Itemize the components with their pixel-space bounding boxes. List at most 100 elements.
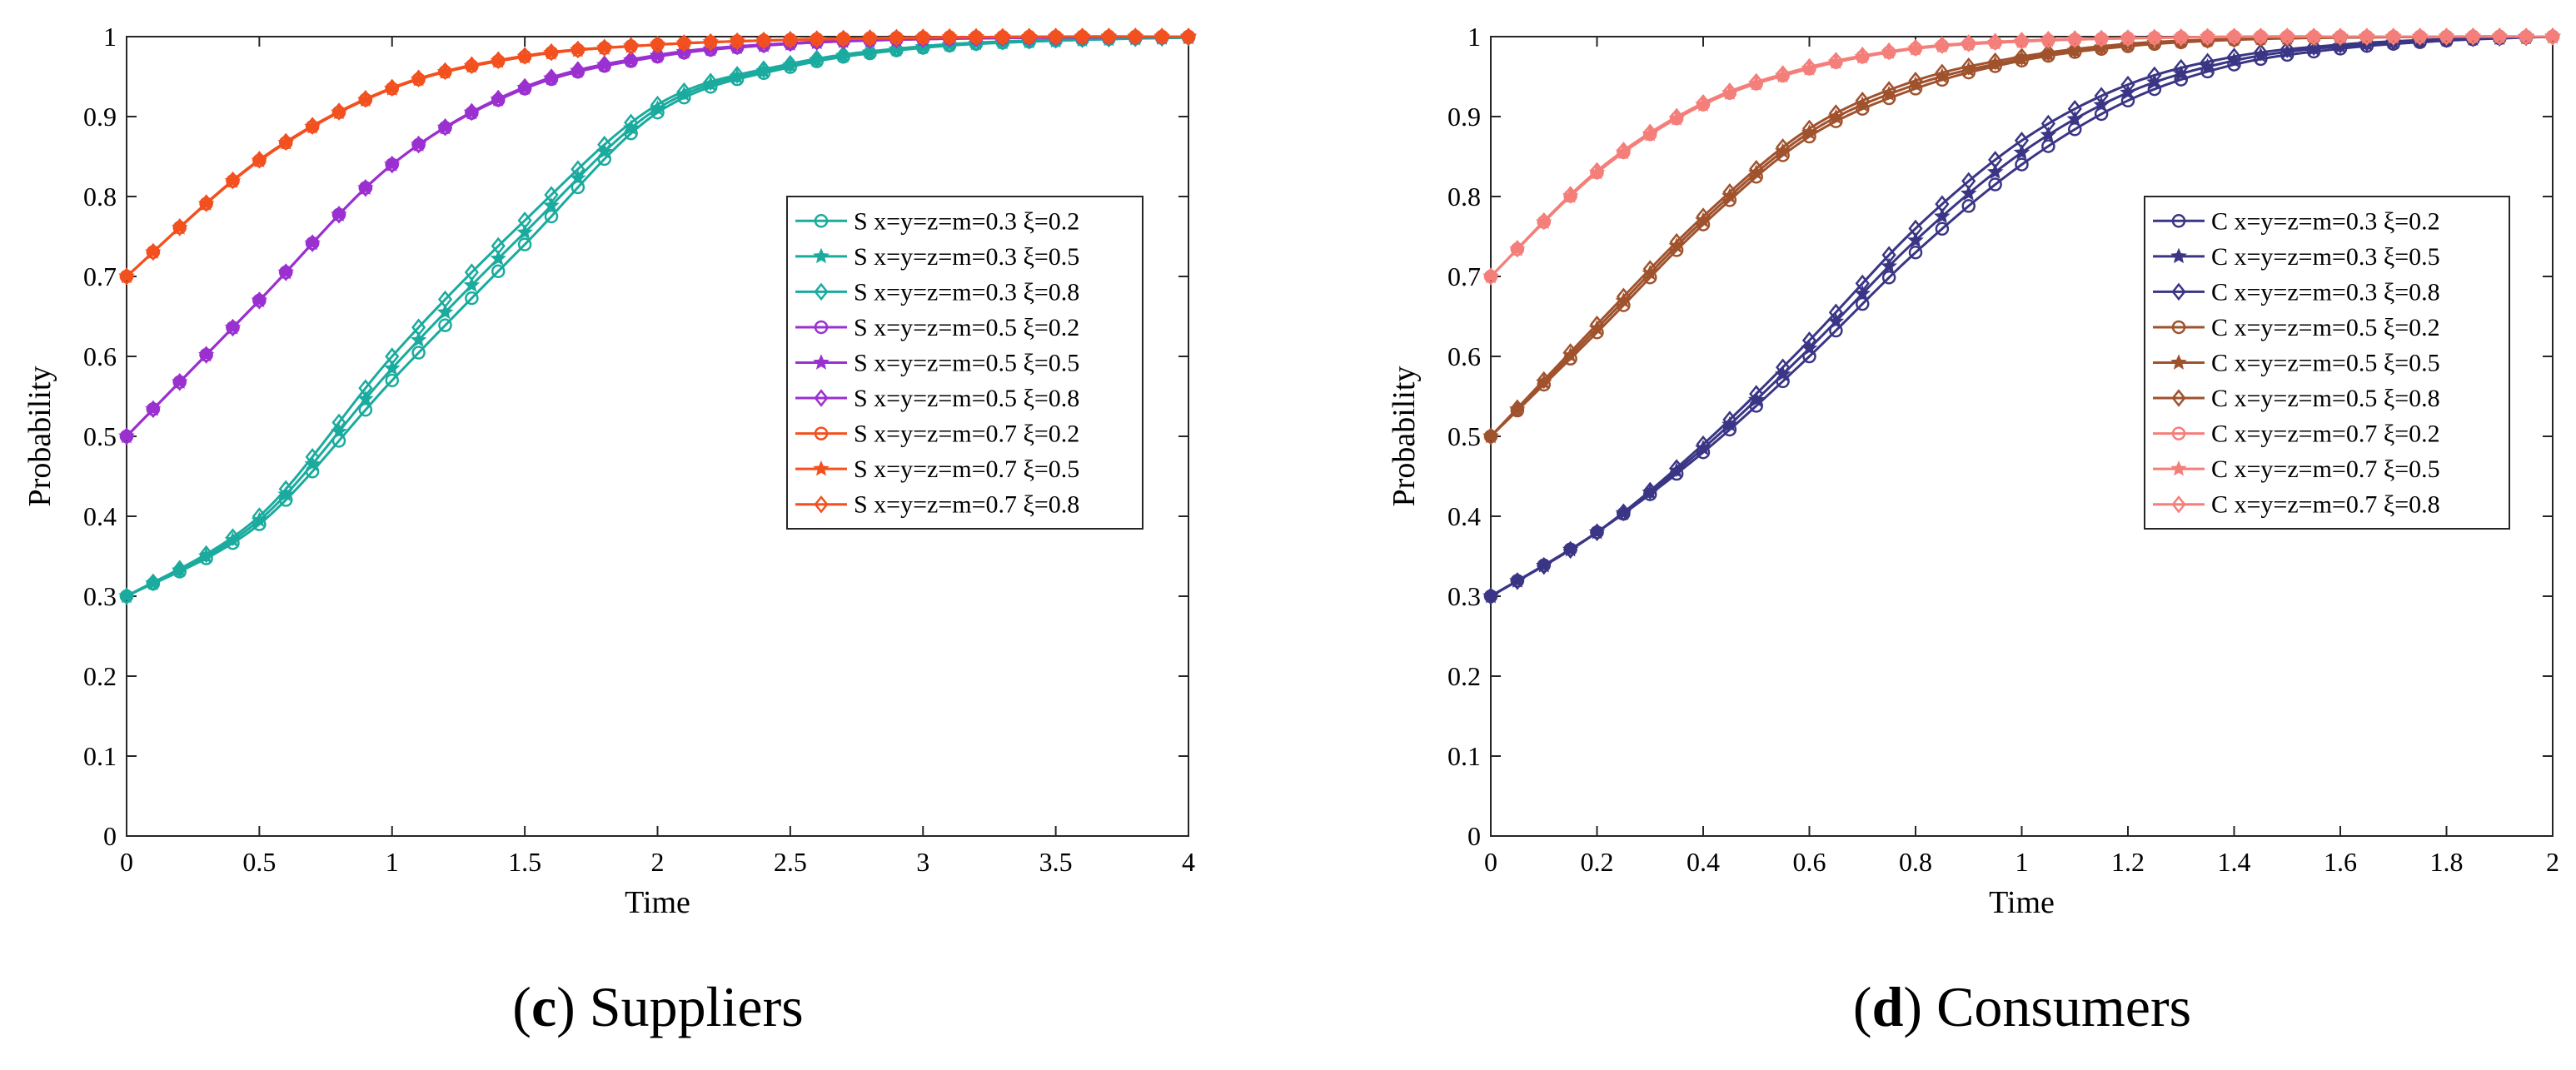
data-point [2067, 122, 2082, 137]
legend-swatch-marker [2171, 214, 2186, 228]
data-point [2094, 87, 2109, 105]
data-point [1537, 556, 1552, 575]
data-point [2174, 28, 2189, 47]
x-tick-label: 0 [1484, 847, 1497, 877]
data-point [1907, 231, 1924, 248]
legend-label: S x=y=z=m=0.7 ξ=0.8 [854, 491, 1079, 519]
data-point [199, 545, 214, 564]
data-point [1642, 481, 1657, 500]
legend-entry: S x=y=z=m=0.7 ξ=0.2 [795, 421, 1079, 448]
data-point [2306, 37, 2321, 56]
legend-swatch-marker [2171, 389, 2186, 407]
legend-swatch-marker [2170, 354, 2187, 370]
data-point [1589, 162, 1605, 181]
data-point [2120, 29, 2135, 47]
data-point [1722, 411, 1737, 429]
data-point [624, 113, 639, 132]
data-point [1154, 27, 1169, 46]
data-point [756, 31, 771, 50]
data-point [278, 263, 293, 281]
data-point [2041, 139, 2055, 153]
data-point [1101, 27, 1116, 46]
legend-entry: C x=y=z=m=0.3 ξ=0.2 [2153, 207, 2440, 235]
legend-swatch-marker [813, 354, 830, 370]
data-point [1776, 358, 1791, 376]
data-point [624, 50, 639, 69]
data-point [1696, 93, 1711, 112]
legend-swatch-marker [814, 320, 829, 335]
data-point [491, 264, 506, 279]
data-point [1961, 34, 1976, 52]
data-point [544, 68, 559, 87]
data-point [1855, 296, 1870, 311]
legend-swatch-marker [813, 460, 830, 476]
data-point [1669, 232, 1684, 251]
data-point [1855, 47, 1870, 65]
chart-panel-c: 0 0.5 1 1.5 2 2.5 3 3.5 4 0 0.1 0.2 0.3 0.4 0.5 0.6 0.7 0… [22, 22, 1197, 1038]
data-point [358, 179, 373, 197]
data-point [969, 27, 984, 47]
y-tick-label: 0.1 [83, 741, 117, 771]
data-point [1563, 343, 1578, 361]
data-point [915, 28, 930, 47]
data-point [783, 54, 798, 73]
data-point [2147, 66, 2162, 85]
data-point [1855, 92, 1870, 110]
data-point [2040, 43, 2055, 62]
legend-label: S x=y=z=m=0.7 ξ=0.2 [854, 421, 1079, 448]
data-point [2545, 27, 2560, 46]
x-tick-label: 1.8 [2430, 847, 2464, 877]
data-point [2253, 43, 2268, 62]
data-point [1483, 267, 1498, 286]
data-point [491, 51, 506, 70]
data-point [411, 318, 426, 336]
data-point [2226, 47, 2242, 66]
data-point [1722, 183, 1737, 202]
data-point [783, 31, 798, 49]
data-point [1696, 435, 1711, 454]
data-point [2359, 27, 2374, 46]
data-point [1128, 27, 1143, 46]
legend-box [2144, 196, 2510, 530]
legend-label: C x=y=z=m=0.5 ξ=0.8 [2211, 385, 2440, 412]
x-tick-label: 3 [916, 847, 929, 877]
y-tick-label: 0.8 [83, 182, 117, 212]
legend-swatch-marker [814, 426, 829, 440]
data-point [411, 69, 426, 88]
data-point [2013, 143, 2030, 160]
y-tick-label: 0 [1467, 821, 1481, 851]
data-point [1935, 195, 1950, 213]
data-point [2147, 28, 2162, 47]
legend-entry: S x=y=z=m=0.5 ξ=0.8 [795, 385, 1079, 412]
x-tick-label: 2 [651, 847, 665, 877]
data-point [225, 528, 241, 546]
data-point [385, 347, 400, 366]
data-point [463, 276, 481, 292]
data-point [650, 35, 665, 54]
legend-entry: S x=y=z=m=0.3 ξ=0.2 [795, 207, 1079, 235]
data-point [2306, 27, 2321, 46]
data-point [385, 373, 399, 388]
legend-swatch-marker [2170, 247, 2187, 264]
data-point [437, 117, 453, 137]
data-point [676, 34, 691, 52]
data-point [1934, 207, 1951, 224]
data-point [2014, 32, 2030, 50]
data-point [1881, 246, 1896, 264]
data-point [119, 427, 134, 445]
data-point [597, 38, 612, 57]
data-point [1563, 540, 1578, 560]
data-point [2094, 29, 2109, 48]
y-tick-label: 0.7 [83, 261, 117, 291]
legend-swatch-marker [813, 247, 830, 264]
data-point [464, 263, 479, 281]
data-point [491, 89, 506, 108]
data-point [331, 413, 346, 432]
data-point [517, 212, 532, 230]
y-tick-label: 0 [103, 821, 117, 851]
data-point [597, 55, 612, 73]
data-point [2040, 114, 2055, 133]
data-point [278, 480, 293, 499]
legend-entry: C x=y=z=m=0.3 ξ=0.5 [2153, 243, 2440, 271]
data-point [437, 290, 453, 309]
